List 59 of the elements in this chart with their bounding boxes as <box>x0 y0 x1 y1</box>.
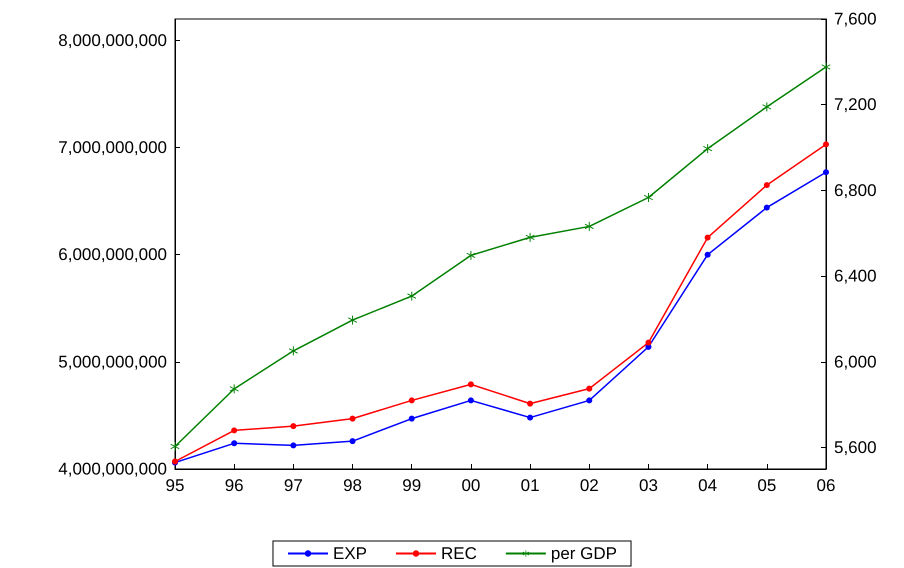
x-tick-label: 01 <box>520 476 540 495</box>
point <box>823 141 829 148</box>
point <box>645 340 652 346</box>
point <box>288 346 298 356</box>
point <box>822 62 830 72</box>
point <box>762 102 772 112</box>
point <box>703 144 712 154</box>
x-tick-label: 98 <box>343 476 362 495</box>
point <box>231 440 238 446</box>
point <box>466 250 476 260</box>
y-tick-label: 5,000,000,000 <box>58 352 167 372</box>
x-tick-label: 05 <box>757 476 776 495</box>
x-tick-label: 02 <box>580 476 599 495</box>
point <box>584 222 594 231</box>
point <box>764 182 770 188</box>
point <box>823 169 829 176</box>
point <box>230 384 239 394</box>
x-tick-label: 96 <box>224 476 244 495</box>
point <box>527 400 534 407</box>
point <box>350 438 356 444</box>
y2-tick-label: 6,400 <box>834 266 877 286</box>
x-tick-label: 06 <box>816 476 836 495</box>
point <box>290 423 296 430</box>
point <box>170 442 180 451</box>
y2-tick-label: 7,600 <box>834 10 877 28</box>
point <box>526 232 535 242</box>
x-tick-label: 00 <box>461 476 480 495</box>
y2-tick-label: 7,200 <box>834 95 877 114</box>
y-tick-label: 6,000,000,000 <box>58 245 167 264</box>
point <box>350 416 356 422</box>
point <box>586 386 592 392</box>
point <box>407 292 416 301</box>
point <box>764 204 770 211</box>
point <box>704 234 711 241</box>
x-tick-label: 95 <box>166 476 184 495</box>
legend-label: per GDP <box>550 544 618 563</box>
y2-tick-label: 6,000 <box>834 352 877 372</box>
point <box>231 427 238 434</box>
legend-label: EXP <box>332 544 368 563</box>
y-tick-label: 8,000,000,000 <box>58 30 167 50</box>
point <box>527 414 534 421</box>
x-tick-label: 99 <box>402 476 422 495</box>
point <box>644 193 653 202</box>
point <box>408 397 415 404</box>
x-tick-label: 97 <box>284 476 303 495</box>
legend-label: REC <box>440 544 477 563</box>
y2-tick-label: 6,800 <box>834 180 877 200</box>
y-tick-label: 4,000,000,000 <box>58 460 167 478</box>
point <box>290 442 296 448</box>
point <box>468 397 474 404</box>
y-tick-label: 7,000,000,000 <box>58 138 167 158</box>
y2-tick-label: 5,600 <box>834 438 877 458</box>
point <box>348 316 358 325</box>
point <box>704 252 711 258</box>
point <box>408 416 415 422</box>
x-tick-label: 04 <box>698 476 718 495</box>
point <box>468 381 474 388</box>
point <box>586 397 592 404</box>
x-tick-label: 03 <box>638 476 658 495</box>
